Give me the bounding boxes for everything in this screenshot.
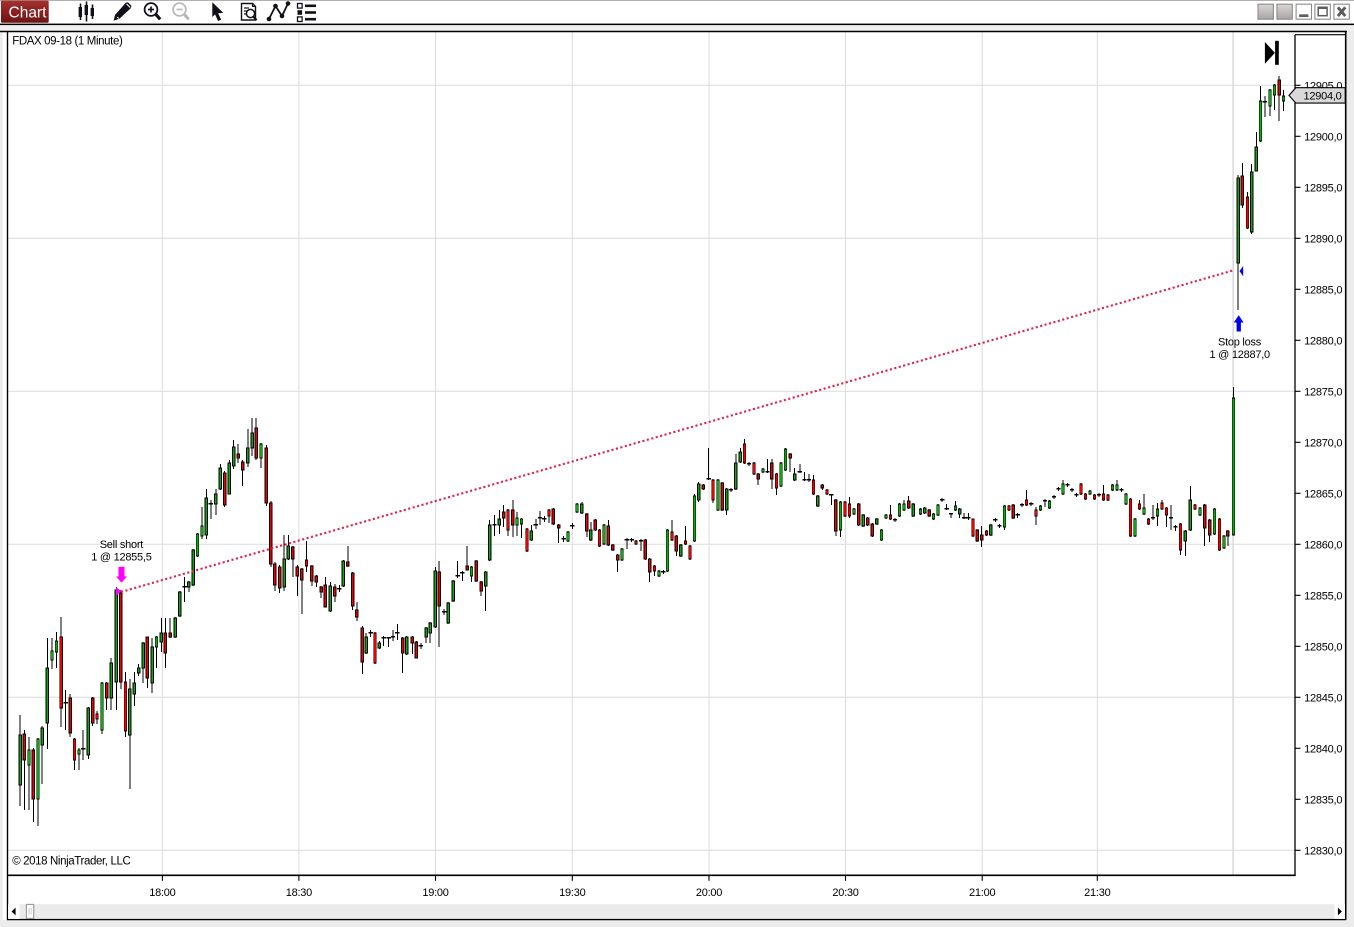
svg-text:19:00: 19:00 [422,887,448,899]
svg-text:12865,0: 12865,0 [1304,488,1342,500]
svg-text:20:00: 20:00 [696,887,722,899]
svg-text:Chart: Chart [9,5,48,22]
svg-text:12835,0: 12835,0 [1304,794,1342,806]
svg-text:12850,0: 12850,0 [1304,641,1342,653]
svg-text:Sell short: Sell short [100,539,144,551]
svg-text:© 2018 NinjaTrader, LLC: © 2018 NinjaTrader, LLC [12,856,130,868]
svg-text:12885,0: 12885,0 [1304,284,1342,296]
svg-text:12904,0: 12904,0 [1303,91,1341,103]
svg-text:12855,0: 12855,0 [1304,590,1342,602]
svg-text:18:00: 18:00 [149,887,175,899]
svg-text:12870,0: 12870,0 [1304,437,1342,449]
svg-text:21:00: 21:00 [969,887,995,899]
svg-text:12875,0: 12875,0 [1304,386,1342,398]
svg-text:20:30: 20:30 [832,887,858,899]
svg-text:12895,0: 12895,0 [1304,182,1342,194]
svg-text:Stop loss: Stop loss [1218,337,1262,349]
svg-text:18:30: 18:30 [286,887,312,899]
svg-text:12860,0: 12860,0 [1304,539,1342,551]
svg-text:12900,0: 12900,0 [1304,131,1342,143]
svg-text:1 @ 12887,0: 1 @ 12887,0 [1209,349,1270,361]
svg-text:12830,0: 12830,0 [1304,845,1342,857]
svg-text:12845,0: 12845,0 [1304,692,1342,704]
svg-text:19:30: 19:30 [559,887,585,899]
svg-text:1 @ 12855,5: 1 @ 12855,5 [91,551,152,563]
svg-text:12890,0: 12890,0 [1304,233,1342,245]
svg-text:12840,0: 12840,0 [1304,743,1342,755]
svg-text:12880,0: 12880,0 [1304,335,1342,347]
svg-text:FDAX 09-18 (1 Minute): FDAX 09-18 (1 Minute) [12,35,123,47]
svg-text:21:30: 21:30 [1084,887,1110,899]
